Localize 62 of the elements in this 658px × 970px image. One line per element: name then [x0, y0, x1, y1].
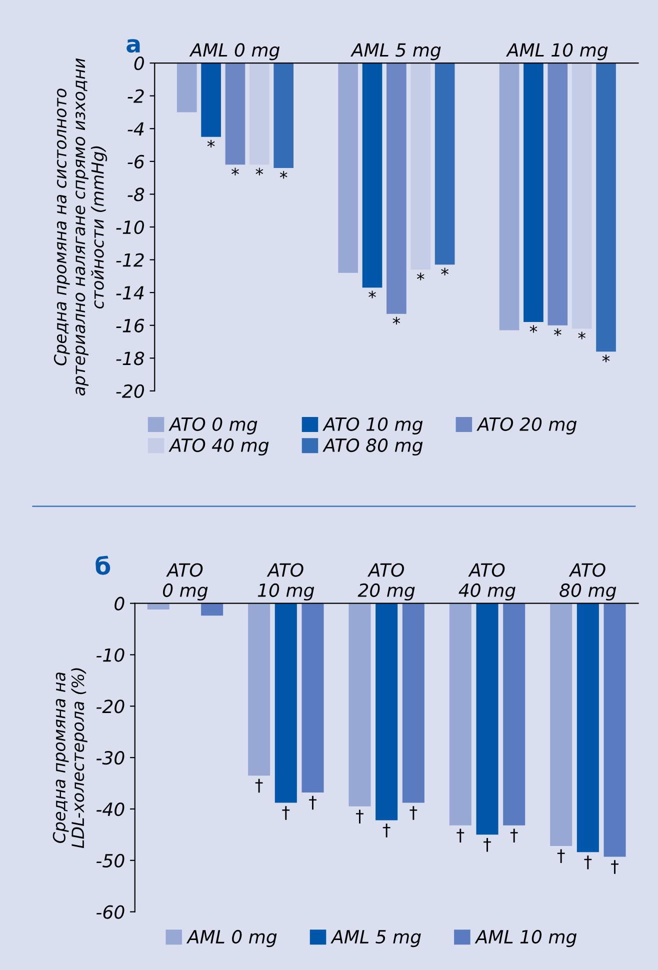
data-label: †	[611, 860, 618, 874]
y-tick-label: -8	[128, 188, 144, 202]
y-tick-label: -12	[116, 253, 144, 267]
data-label: †	[584, 855, 592, 870]
data-label: *	[256, 168, 264, 176]
y-tick-label: -10	[96, 648, 124, 662]
y-tick-label: -50	[96, 854, 124, 868]
data-label: †	[410, 806, 418, 820]
legend-label: AML 10 mg	[474, 930, 577, 948]
data-label: *	[392, 316, 400, 325]
data-label: *	[280, 171, 288, 179]
chart-title: б	[96, 556, 110, 575]
data-label: †	[255, 778, 263, 793]
data-label: †	[309, 796, 316, 810]
x-tick-label: ATO 10 mg	[258, 563, 314, 601]
data-label: †	[456, 828, 464, 842]
legend-label: ATO 10 mg	[322, 417, 423, 434]
legend-label: AML 5 mg	[330, 930, 421, 948]
data-label: *	[602, 354, 610, 362]
legend-label: ATO 0 mg	[168, 417, 258, 434]
data-label: *	[441, 268, 448, 276]
data-label: †	[510, 828, 518, 842]
y-axis-title: Средна промяна на LDL-холестерола (%)	[52, 668, 88, 848]
y-tick-label: -20	[96, 700, 124, 714]
legend-label: AML 0 mg	[186, 930, 277, 948]
y-tick-label: -6	[128, 154, 144, 169]
y-tick-label: -4	[128, 122, 144, 136]
x-tick-label: AML 0 mg	[189, 43, 280, 60]
y-tick-label: 0	[134, 56, 144, 70]
x-tick-label: ATO 40 mg	[458, 563, 516, 601]
data-label: †	[484, 838, 491, 852]
x-tick-label: AML 5 mg	[350, 43, 441, 60]
y-tick-label: -16	[116, 318, 144, 332]
x-tick-label: ATO 80 mg	[560, 563, 616, 601]
data-label: †	[282, 806, 290, 820]
y-axis-title: Средна промяна на систолното артериално налягане спрямо изходни стойности (mmHg)	[54, 58, 108, 396]
y-tick-label: -40	[96, 802, 124, 816]
x-tick-label: ATO 0 mg	[162, 563, 208, 601]
legend-label: ATO 40 mg	[168, 438, 269, 456]
data-label: *	[232, 168, 239, 176]
y-tick-label: -18	[116, 352, 144, 366]
data-label: *	[530, 325, 538, 333]
data-label: †	[356, 810, 364, 824]
data-label: *	[578, 332, 586, 340]
x-tick-label: ATO 20 mg	[358, 563, 415, 601]
y-tick-label: -2	[128, 89, 144, 103]
data-label: †	[557, 849, 565, 864]
y-tick-label: -14	[116, 286, 144, 300]
legend-label: ATO 80 mg	[322, 438, 423, 456]
data-label: *	[368, 290, 376, 298]
chart-title: а	[126, 39, 140, 53]
data-label: *	[207, 140, 215, 148]
y-tick-label: -60	[96, 905, 124, 919]
data-label: *	[554, 328, 562, 336]
data-label: *	[416, 272, 424, 280]
y-tick-label: -10	[116, 220, 144, 234]
data-label: †	[382, 824, 390, 838]
x-tick-label: AML 10 mg	[506, 43, 608, 60]
y-tick-label: -30	[96, 751, 124, 765]
y-tick-label: -20	[116, 384, 144, 398]
legend-label: ATO 20 mg	[476, 417, 577, 434]
y-tick-label: 0	[114, 596, 124, 610]
